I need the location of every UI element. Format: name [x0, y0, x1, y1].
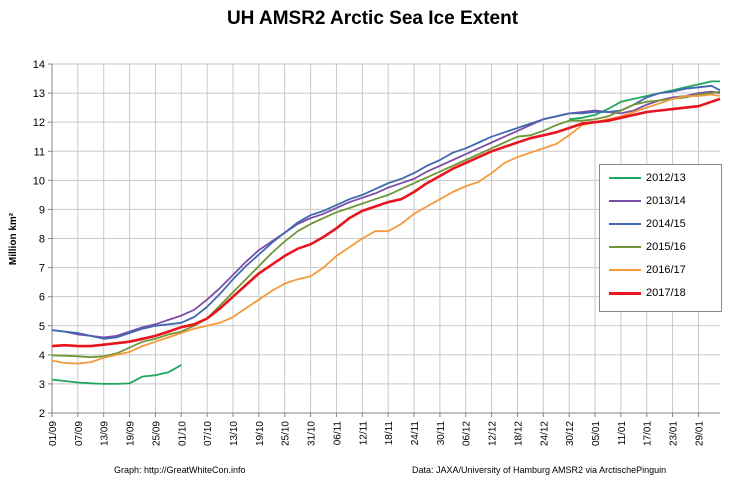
x-tick-label: 24/11 [410, 421, 421, 446]
y-tick-label: 9 [39, 204, 45, 216]
x-tick-label: 29/01 [694, 421, 705, 446]
series-line-2012-13 [569, 80, 720, 121]
chart-title: UH AMSR2 Arctic Sea Ice Extent [226, 8, 519, 29]
legend-item-2013-14: 2013/14 [609, 193, 719, 209]
series-line-2014-15 [51, 84, 721, 340]
y-tick-label: 7 [39, 263, 45, 275]
legend-label: 2013/14 [646, 195, 686, 207]
legend-label: 2016/17 [646, 264, 686, 276]
x-tick-label: 06/12 [462, 421, 473, 446]
x-tick-label: 12/12 [488, 421, 499, 446]
legend-item-2012-13: 2012/13 [609, 170, 719, 186]
y-tick-label: 8 [39, 234, 45, 246]
x-tick-labels: 01/09 07/09 13/09 19/09 25/09 01/10 07/10 13/10… [48, 421, 705, 446]
y-tick-label: 13 [33, 88, 45, 100]
y-tick-labels: 2 3 4 5 6 7 8 9 10 11 12 13 14 [33, 59, 45, 420]
y-tick-label: 10 [33, 175, 45, 187]
x-tick-label: 11/01 [617, 421, 628, 446]
y-axis-label: Million km² [8, 212, 19, 265]
legend-label: 2012/13 [646, 172, 686, 184]
x-tick-label: 01/10 [177, 421, 188, 446]
series-lines [51, 80, 721, 385]
y-tick-label: 3 [39, 379, 45, 391]
legend-label: 2014/15 [646, 218, 686, 230]
legend-item-2015-16: 2015/16 [609, 239, 719, 255]
x-tick-label: 17/01 [643, 421, 654, 446]
x-tick-label: 30/12 [565, 421, 576, 446]
x-tick-label: 18/11 [384, 421, 395, 446]
x-tick-label: 24/12 [539, 421, 550, 446]
y-tick-label: 5 [39, 321, 45, 333]
legend-swatch [609, 269, 641, 271]
axes [48, 63, 720, 417]
y-tick-label: 6 [39, 292, 45, 304]
legend-item-2016-17: 2016/17 [609, 262, 719, 278]
series-line-2015-16 [51, 90, 721, 359]
legend-label: 2017/18 [646, 287, 686, 299]
x-tick-label: 25/10 [281, 421, 292, 446]
x-tick-label: 30/11 [436, 421, 447, 446]
graph-credit: Graph: http://GreatWhiteCon.info [114, 465, 246, 475]
x-tick-label: 13/09 [100, 421, 111, 446]
x-tick-label: 01/09 [48, 421, 59, 446]
data-credit: Data: JAXA/University of Hamburg AMSR2 v… [412, 465, 667, 475]
legend-label: 2015/16 [646, 241, 686, 253]
y-tick-label: 2 [39, 408, 45, 420]
x-tick-label: 07/10 [203, 421, 214, 446]
x-tick-label: 07/09 [74, 421, 85, 446]
legend-swatch [609, 223, 641, 225]
y-tick-label: 14 [33, 59, 45, 71]
y-tick-label: 4 [39, 350, 45, 362]
x-tick-label: 06/11 [332, 421, 343, 446]
legend-swatch [609, 292, 641, 295]
y-tick-label: 12 [33, 117, 45, 129]
legend-item-2017-18: 2017/18 [609, 285, 719, 301]
x-tick-label: 25/09 [151, 421, 162, 446]
legend-swatch [609, 200, 641, 202]
y-tick-label: 11 [34, 146, 45, 158]
x-tick-label: 18/12 [513, 421, 524, 446]
x-tick-label: 12/11 [358, 421, 369, 446]
series-line-2013-14 [51, 90, 721, 339]
x-tick-label: 19/10 [255, 421, 266, 446]
series-line-2012-13 [51, 364, 182, 385]
chart-legend: 2012/13 2013/14 2014/15 2015/16 2016/17 … [599, 164, 722, 312]
x-tick-label: 23/01 [669, 421, 680, 446]
x-tick-label: 19/09 [126, 421, 137, 446]
legend-item-2014-15: 2014/15 [609, 216, 719, 232]
series-line-2017-18 [51, 97, 721, 348]
series-line-2016-17 [51, 93, 721, 365]
x-tick-label: 05/01 [591, 421, 602, 446]
legend-swatch [609, 246, 641, 248]
legend-swatch [609, 177, 641, 179]
x-tick-label: 31/10 [307, 421, 318, 446]
x-tick-label: 13/10 [229, 421, 240, 446]
